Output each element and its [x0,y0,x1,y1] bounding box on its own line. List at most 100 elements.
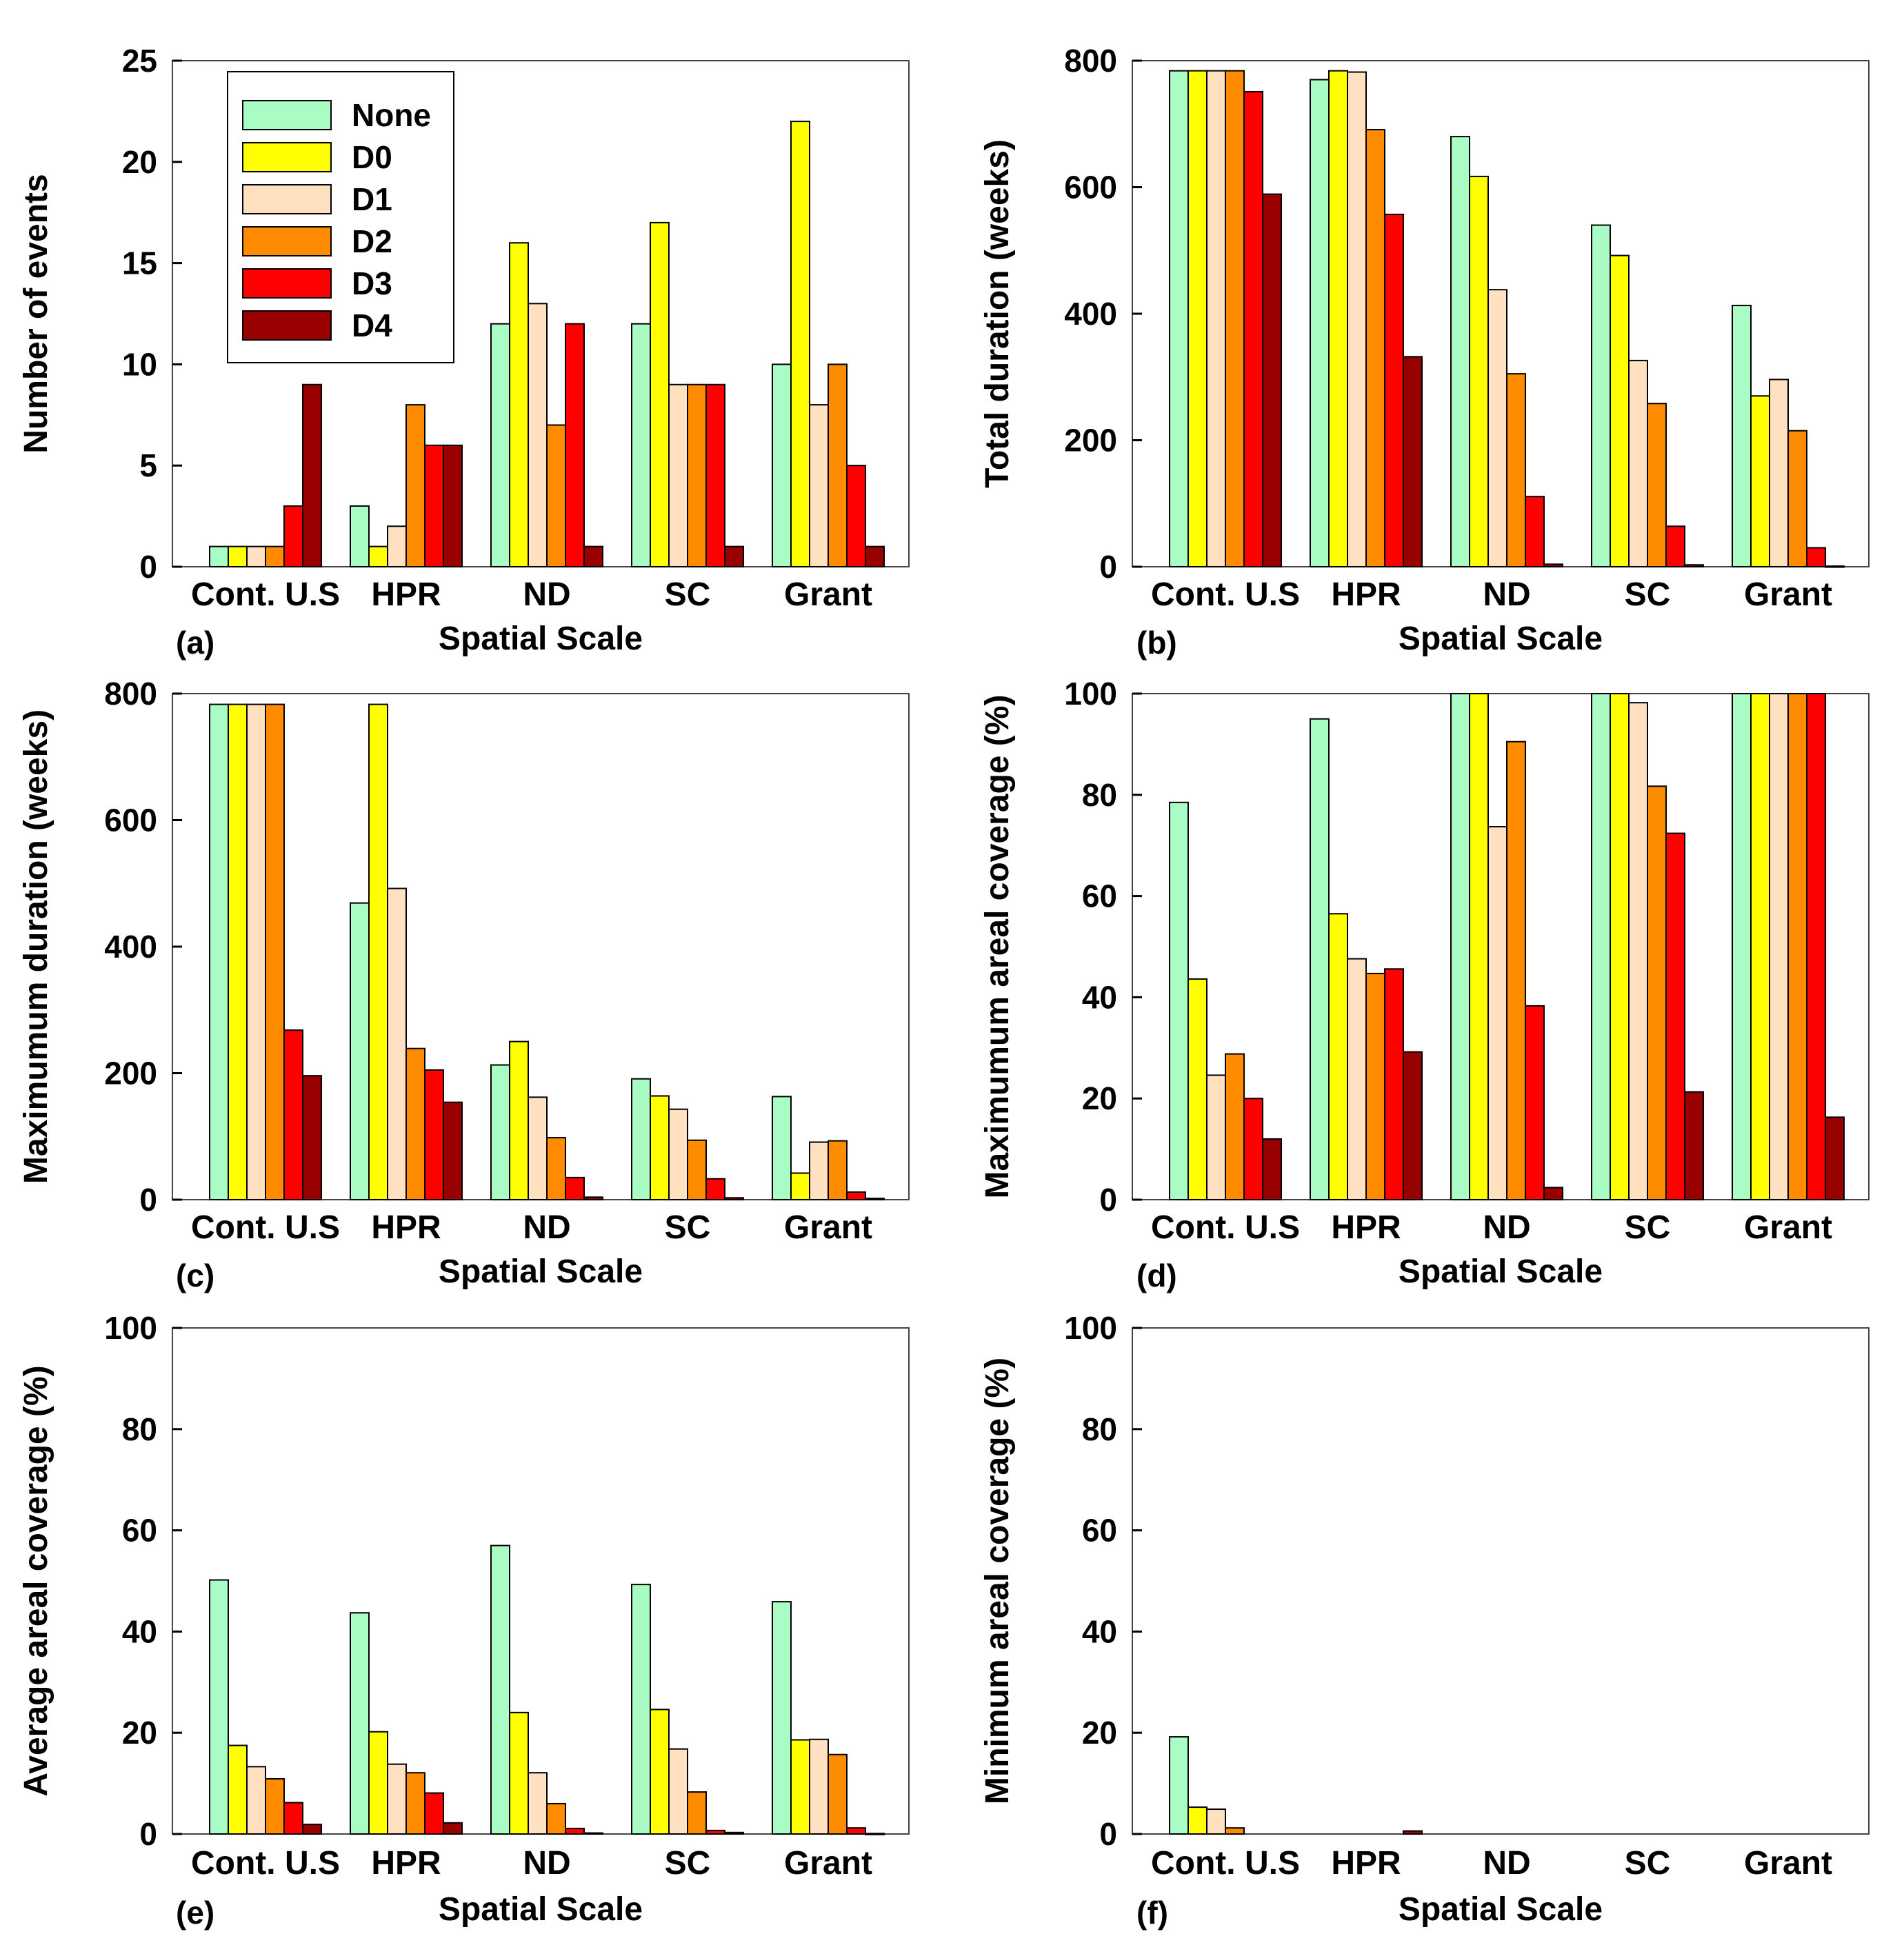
bar-d0-nd [509,1711,529,1835]
bar-none-sc [631,323,651,567]
y-tick-label: 0 [139,1182,157,1218]
bar-none-cont-u-s [209,703,229,1200]
bar-d4-grant [1825,1116,1845,1201]
bar-d4-hpr [1403,1830,1423,1835]
bar-none-cont-u-s [1169,70,1189,568]
bar-d3-grant [1806,547,1826,567]
panel-tag: (e) [176,1895,214,1931]
bar-d0-grant [790,121,810,567]
bar-d3-grant [846,1827,866,1835]
bar-d3-sc [1665,525,1685,568]
bar-none-sc [1591,693,1611,1200]
bar-d2-sc [1647,403,1667,567]
bar-none-nd [490,323,510,567]
x-category-label: Grant [784,1845,872,1882]
x-category-label: ND [523,1209,570,1246]
y-tick-label: 0 [1099,1182,1117,1218]
bar-d2-grant [828,363,848,568]
y-axis-title: Minimum areal coverage (%) [979,1358,1016,1804]
panel-tag: (d) [1136,1258,1177,1293]
bar-d0-sc [650,221,670,567]
bar-d1-sc [668,1748,688,1835]
x-category-label: ND [523,576,570,613]
legend-label-none: None [352,97,431,133]
bar-none-sc [631,1078,651,1200]
y-tick-label: 80 [1082,777,1117,813]
bar-d3-grant [1806,693,1826,1200]
y-tick-label: 40 [1082,979,1117,1015]
bar-d4-nd [583,1832,603,1835]
bar-none-grant [772,1601,792,1835]
legend-swatch-d4 [242,310,332,341]
bar-d0-hpr [1328,70,1348,568]
bar-d1-hpr [387,1763,407,1835]
bar-d4-sc [1684,564,1704,567]
x-axis-title: Spatial Scale [439,1253,643,1290]
x-category-label: SC [665,1845,711,1882]
x-category-label: SC [1625,1845,1671,1882]
chart-panel-e: 0 20 40 60 80 100 Cont. U.S HPR ND SC Grant Spatial… [18,1310,910,1931]
bar-d4-hpr [443,444,463,568]
bar-d0-hpr [1328,913,1348,1201]
y-tick-label: 200 [1064,423,1117,458]
bar-d0-cont-u-s [228,1744,248,1835]
legend-label-d1: D1 [352,181,392,217]
bar-d1-hpr [387,525,407,568]
x-category-label: Cont. U.S [191,1845,340,1882]
bar-none-hpr [350,505,370,567]
x-category-label: ND [523,1845,570,1882]
y-axis-title: Maximumum duration (weeks) [18,709,54,1184]
bar-d1-sc [668,1108,688,1200]
x-category-label: Grant [784,576,872,613]
bar-d1-nd [1487,826,1507,1200]
bar-d0-grant [790,1172,810,1200]
bar-d1-hpr [387,887,407,1200]
y-tick-label: 40 [122,1613,157,1649]
panel-tag: (f) [1136,1895,1168,1931]
x-category-label: Cont. U.S [191,576,340,613]
bar-d3-sc [705,1178,725,1201]
bar-d1-nd [528,1096,548,1200]
bar-d1-cont-u-s [246,545,266,568]
bar-d4-sc [1684,1091,1704,1200]
bar-d3-hpr [424,1792,444,1835]
bar-d4-cont-u-s [302,1075,322,1201]
bar-d0-nd [509,242,529,567]
bar-d2-grant [828,1753,848,1835]
bar-d4-grant [865,545,885,568]
x-category-label: Grant [1744,1845,1832,1882]
bar-none-nd [1450,693,1470,1200]
bar-d3-cont-u-s [1243,1098,1263,1200]
x-axis-title: Spatial Scale [1399,1253,1603,1290]
bar-none-sc [631,1584,651,1835]
bar-none-grant [772,363,792,568]
x-category-label: SC [1625,576,1671,613]
bar-d1-nd [528,303,548,567]
y-tick-label: 5 [139,447,157,483]
bar-d3-nd [565,323,585,567]
bar-d3-sc [705,383,725,567]
bar-none-cont-u-s [1169,1736,1189,1835]
y-tick-label: 15 [122,245,157,281]
y-tick-label: 0 [1099,549,1117,585]
y-tick-label: 200 [104,1056,157,1091]
bar-d3-nd [565,1176,585,1200]
bar-none-nd [490,1544,510,1835]
bar-none-sc [1591,224,1611,567]
bar-d1-grant [1769,693,1789,1200]
bar-d3-sc [1665,832,1685,1200]
legend-swatch-d2 [242,226,332,256]
bar-d4-hpr [443,1822,463,1835]
bar-d4-hpr [1403,1051,1423,1200]
bar-d4-cont-u-s [1262,193,1282,567]
bar-d0-hpr [368,703,388,1200]
bar-none-hpr [350,1612,370,1835]
bar-d4-nd [1543,1187,1563,1201]
bar-d2-hpr [405,1772,425,1835]
x-category-label: Grant [1744,1209,1832,1246]
bar-d4-nd [1543,563,1563,568]
bar-d2-sc [687,1791,707,1835]
y-axis-title: Average areal coverage (%) [18,1365,54,1796]
bar-d2-nd [546,1137,566,1200]
